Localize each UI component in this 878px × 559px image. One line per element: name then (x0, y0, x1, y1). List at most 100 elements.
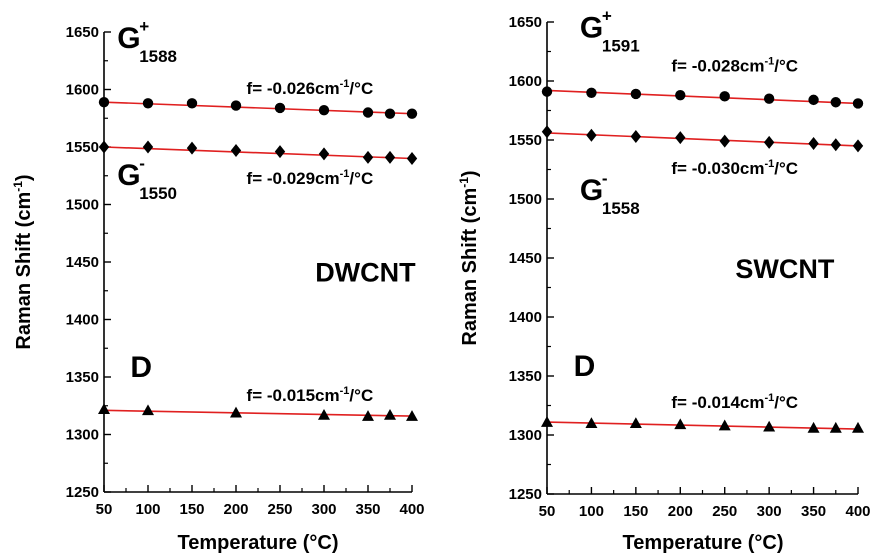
peak-label-main: G (580, 174, 603, 207)
x-tick-label: 200 (668, 503, 693, 520)
data-point-circle (362, 107, 374, 118)
peak-label: G (580, 11, 603, 44)
data-point-circle (230, 100, 242, 111)
swcnt-panel: 50 100 150 200 250 300 350 400 1250 1300 1350 1400 1… (457, 6, 871, 554)
data-point-diamond (274, 145, 286, 159)
peak-label-sup: - (139, 154, 145, 173)
slope-unit: /°C (349, 169, 373, 188)
dwcnt-panel: 50 100 150 200 250 300 350 400 1250 1300 1350 1400 1… (11, 17, 425, 554)
data-point-diamond (763, 135, 775, 149)
x-tick-label: 250 (267, 501, 292, 518)
data-point-circle (142, 98, 154, 109)
data-point-triangle (763, 420, 776, 432)
y-tick-label: 1350 (66, 369, 99, 386)
y-tick-label: 1650 (509, 14, 542, 31)
data-point-circle (763, 93, 775, 104)
data-point-diamond (852, 139, 864, 153)
x-tick-label: 300 (311, 501, 336, 518)
slope-sup: -1 (340, 385, 350, 397)
slope-sup: -1 (340, 168, 350, 180)
data-point-circle (98, 96, 110, 108)
data-point-circle (186, 98, 198, 109)
data-point-circle (852, 98, 864, 109)
slope-annotation: f= -0.015cm-1/°C (247, 385, 374, 405)
slope-unit: /°C (774, 57, 798, 76)
fit-line-gplus (103, 101, 413, 115)
y-tick-label: 1450 (509, 250, 542, 267)
data-point-triangle (142, 404, 154, 416)
fit-line-gminus (103, 146, 413, 160)
fit-line-gminus (546, 132, 859, 147)
data-point-diamond (406, 152, 418, 165)
peak-label: G (117, 22, 140, 55)
data-point-triangle (852, 421, 864, 433)
peak-label-main: G (580, 11, 603, 44)
data-point-triangle (362, 410, 374, 421)
data-point-diamond (830, 138, 841, 152)
y-tick-label: 1650 (66, 24, 99, 41)
data-point-triangle (674, 418, 687, 430)
slope-sup: -1 (764, 158, 774, 170)
data-point-diamond (630, 129, 642, 143)
y-tick-label: 1500 (509, 191, 542, 208)
data-point-diamond (362, 150, 374, 164)
data-point-triangle (829, 421, 842, 433)
data-point-diamond (318, 147, 330, 161)
y-tick-label: 1600 (66, 82, 99, 99)
y-tick-label: 1500 (66, 197, 99, 214)
x-tick-label: 350 (801, 503, 826, 520)
peak-label-main: G (117, 159, 140, 192)
panel-label: SWCNT (735, 254, 834, 284)
slope-unit: /°C (349, 79, 373, 98)
data-point-triangle (406, 410, 418, 421)
peak-label-sub: 1588 (139, 47, 177, 66)
peak-label-main: G (117, 22, 140, 55)
x-tick-label: 350 (355, 501, 380, 518)
slope-unit: /°C (349, 386, 373, 405)
slope-sup: -1 (340, 78, 350, 90)
data-point-diamond (675, 131, 686, 145)
data-point-triangle (318, 408, 330, 420)
slope-value: f= -0.015cm (247, 386, 340, 405)
data-point-diamond (808, 137, 819, 151)
x-axis-title: Temperature (°C) (178, 532, 339, 554)
slope-unit: /°C (774, 159, 798, 178)
peak-label: G (117, 159, 140, 192)
data-point-triangle (541, 416, 553, 427)
y-axis-title-close: ) (459, 170, 481, 177)
data-point-diamond (384, 150, 396, 164)
x-tick-label: 150 (623, 503, 648, 520)
y-axis-title-sup: -1 (11, 181, 25, 192)
slope-sup: -1 (764, 392, 774, 404)
peak-label-sup: - (602, 169, 608, 188)
peak-label: D (130, 351, 152, 384)
slope-annotation: f= -0.028cm-1/°C (671, 56, 798, 76)
data-point-triangle (807, 421, 820, 433)
fit-line-d (546, 421, 859, 430)
slope-unit: /°C (774, 393, 798, 412)
data-point-circle (630, 88, 642, 100)
panel-label: DWCNT (315, 258, 416, 288)
peak-label-sup: + (602, 6, 612, 25)
y-tick-label: 1350 (509, 368, 542, 385)
y-tick-label: 1400 (509, 309, 542, 326)
peak-label-main: D (574, 350, 596, 383)
y-tick-label: 1250 (509, 486, 542, 503)
y-axis-title-main: Raman Shift (cm (13, 192, 35, 350)
y-tick-label: 1300 (66, 427, 99, 444)
x-tick-label: 400 (399, 501, 424, 518)
x-tick-label: 250 (712, 503, 737, 520)
slope-annotation: f= -0.029cm-1/°C (247, 168, 374, 188)
peak-label: G (580, 174, 603, 207)
data-point-diamond (142, 140, 154, 154)
data-point-circle (830, 97, 841, 108)
y-axis-title-sup: -1 (457, 177, 471, 188)
data-point-diamond (98, 140, 110, 154)
y-axis-title-main: Raman Shift (cm (459, 188, 481, 346)
slope-value: f= -0.028cm (671, 57, 764, 76)
slope-annotation: f= -0.030cm-1/°C (671, 158, 798, 178)
data-point-circle (274, 102, 286, 114)
x-tick-label: 50 (96, 501, 113, 518)
y-axis-title: Raman Shift (cm-1) (11, 174, 35, 349)
